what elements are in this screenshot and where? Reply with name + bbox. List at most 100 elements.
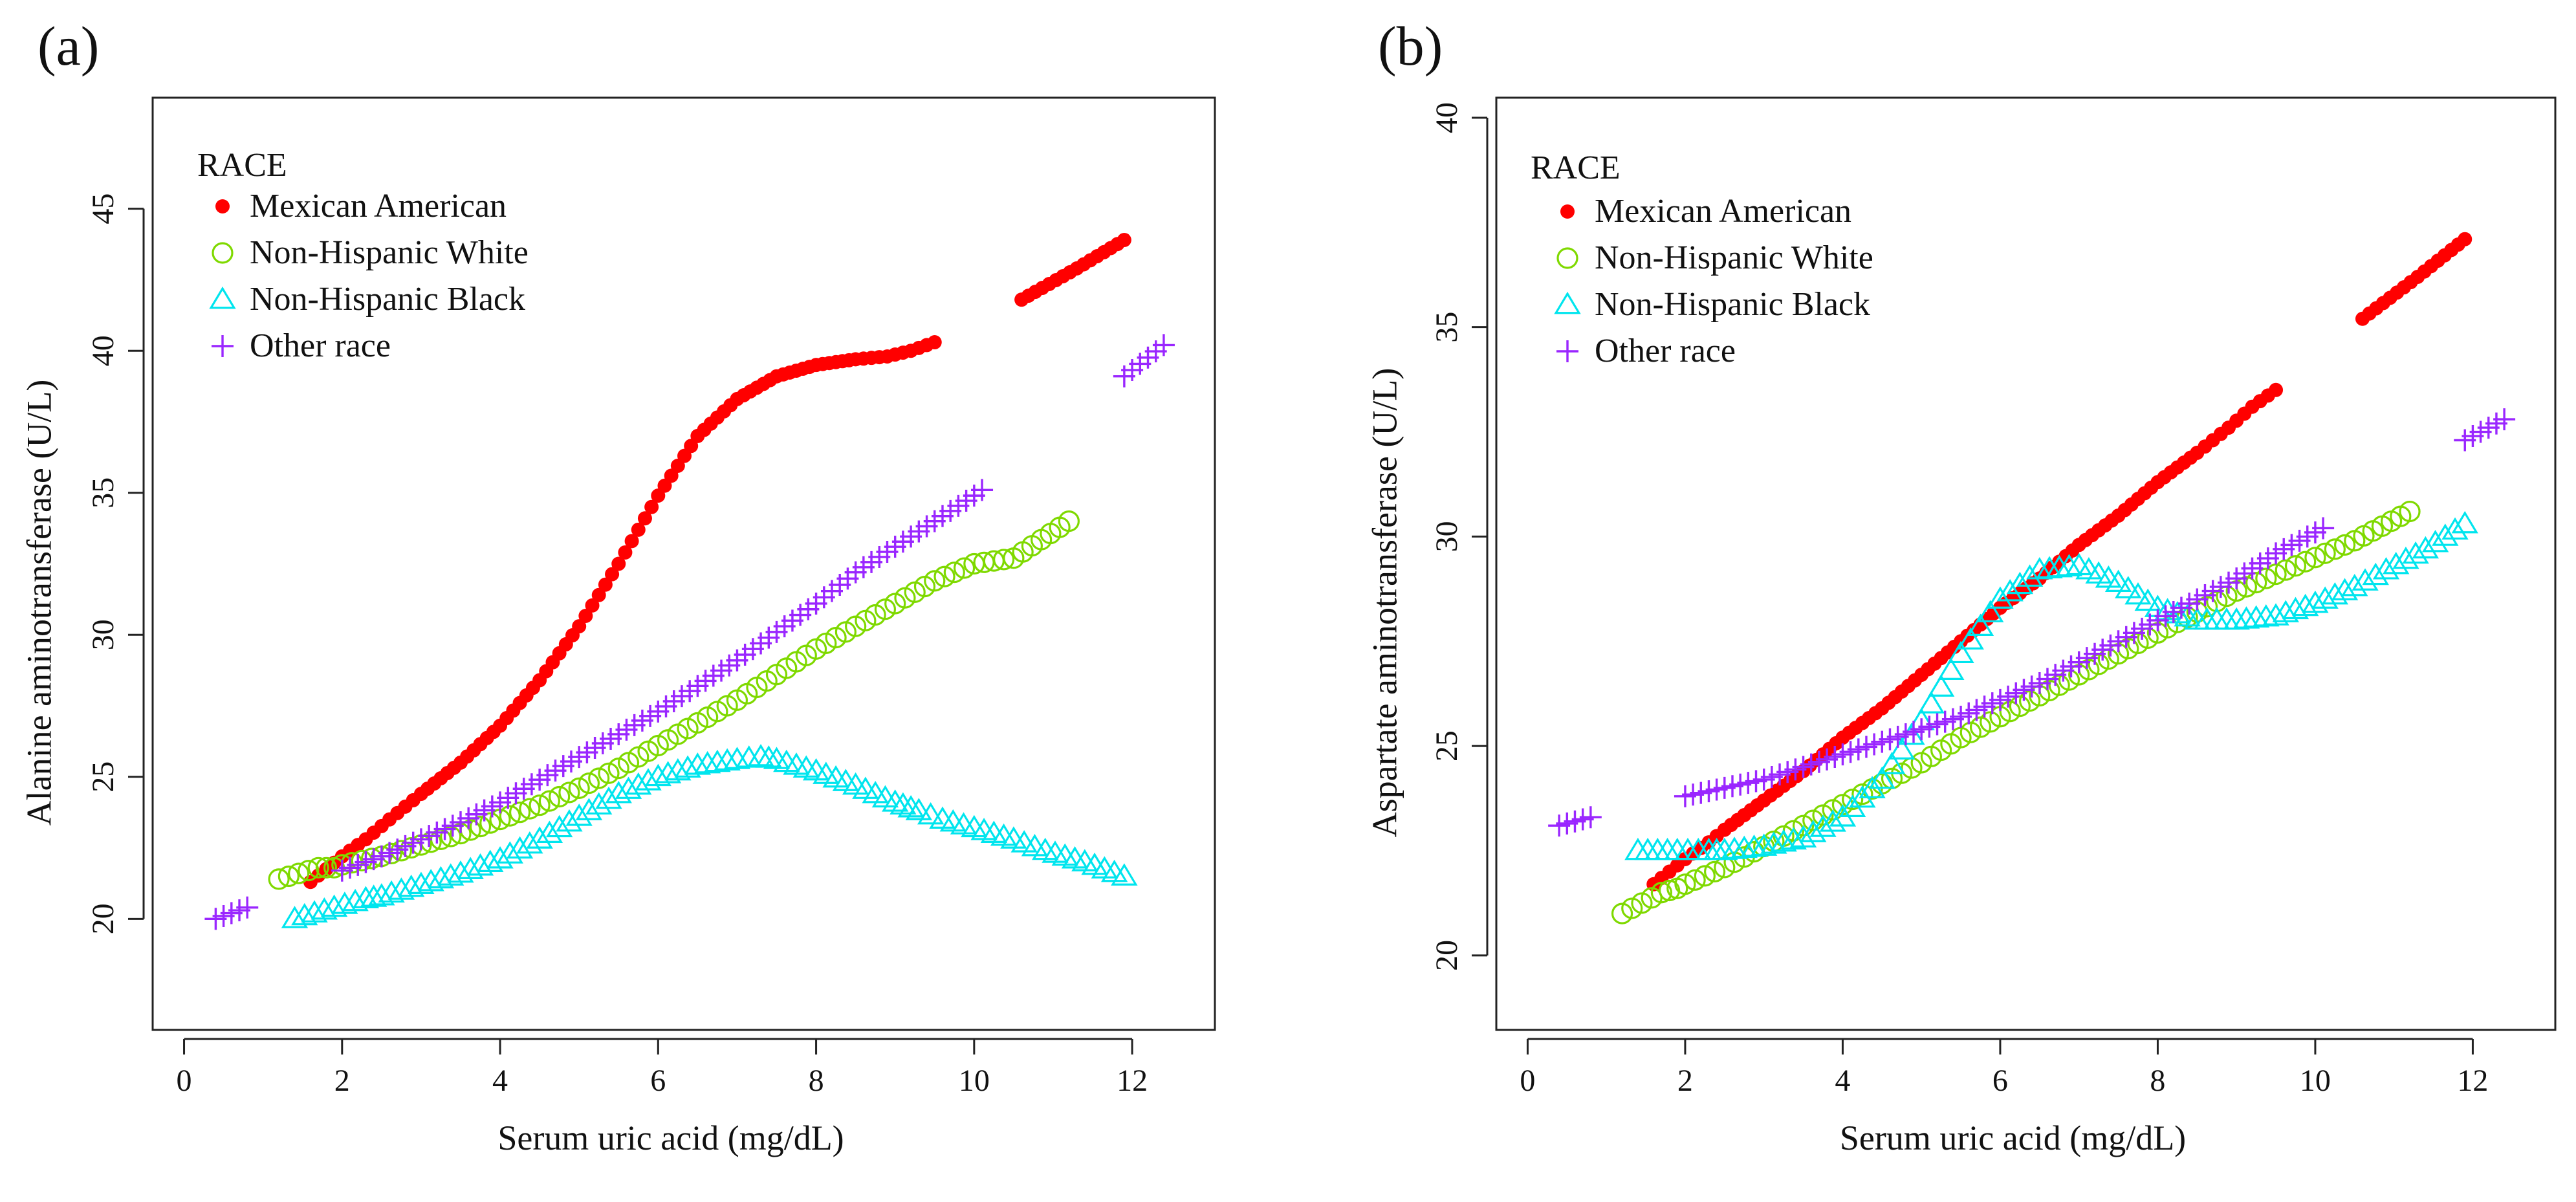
data-point bbox=[2292, 593, 2319, 617]
data-point bbox=[2284, 555, 2307, 577]
legend: RACE Mexican American Non-Hispanic White No… bbox=[197, 147, 529, 364]
data-point bbox=[625, 772, 652, 795]
data-point bbox=[549, 785, 571, 808]
data-point bbox=[1760, 831, 1787, 854]
chart-panel-1: (a) 0 2 4 6 8 10 12 Serum uric acid (mg/dL) 20 25 3… bbox=[19, 15, 1216, 1157]
data-point bbox=[342, 888, 369, 912]
plot-frame bbox=[151, 96, 1216, 1031]
data-point bbox=[2295, 551, 2317, 573]
data-point bbox=[469, 816, 492, 838]
data-point bbox=[1751, 833, 1778, 856]
series-non-hispanic-white bbox=[1611, 500, 2421, 924]
data-point bbox=[2352, 568, 2379, 591]
data-point bbox=[508, 802, 531, 824]
data-point bbox=[1674, 873, 1696, 895]
data-point bbox=[588, 767, 610, 789]
data-point bbox=[538, 790, 560, 812]
data-point bbox=[2321, 582, 2349, 605]
data-point bbox=[575, 798, 603, 820]
data-point bbox=[2009, 695, 2031, 717]
data-point bbox=[2262, 603, 2289, 626]
data-point bbox=[624, 534, 639, 549]
data-point bbox=[288, 862, 310, 884]
x-tick-label: 8 bbox=[2150, 1064, 2165, 1098]
x-tick-label: 0 bbox=[1520, 1064, 1535, 1098]
legend-marker bbox=[1554, 291, 1581, 314]
data-point bbox=[598, 762, 620, 784]
data-point bbox=[331, 891, 358, 914]
y-tick-label: 30 bbox=[1430, 521, 1464, 552]
data-point bbox=[556, 809, 583, 832]
series-other-race bbox=[1548, 408, 2516, 837]
data-point bbox=[529, 794, 551, 816]
data-point bbox=[2026, 557, 2053, 580]
data-point bbox=[1789, 825, 1817, 847]
data-point bbox=[2255, 567, 2277, 589]
data-point bbox=[635, 768, 662, 791]
data-point bbox=[1812, 804, 1834, 826]
data-point bbox=[637, 511, 652, 526]
y-tick-label: 30 bbox=[86, 619, 120, 650]
data-point bbox=[631, 522, 646, 537]
data-point bbox=[1842, 789, 1864, 811]
data-point bbox=[2275, 559, 2297, 581]
data-point bbox=[611, 556, 626, 571]
series-non-hispanic-black bbox=[1624, 510, 2478, 860]
data-point bbox=[2493, 408, 2516, 431]
data-point bbox=[1977, 600, 2004, 622]
legend-marker bbox=[212, 335, 234, 357]
data-point bbox=[2265, 563, 2287, 585]
data-point bbox=[933, 565, 955, 587]
data-point bbox=[704, 749, 731, 772]
data-point bbox=[572, 619, 587, 634]
data-point bbox=[591, 587, 606, 602]
data-point bbox=[378, 880, 405, 903]
y-axis-label: Alanine aminotransferase (U/L) bbox=[19, 380, 58, 826]
data-point bbox=[605, 781, 632, 803]
data-point bbox=[387, 877, 415, 900]
data-point bbox=[2046, 554, 2073, 578]
x-tick-label: 12 bbox=[1117, 1064, 1148, 1098]
legend-entry: Mexican American bbox=[1595, 193, 1851, 230]
data-point bbox=[598, 577, 613, 592]
data-point bbox=[278, 865, 300, 888]
data-point bbox=[565, 803, 593, 826]
data-point bbox=[1878, 752, 1906, 774]
data-point bbox=[320, 894, 348, 917]
x-axis-label: Serum uric acid (mg/dL) bbox=[1840, 1119, 2186, 1157]
data-point bbox=[506, 836, 534, 859]
data-point bbox=[536, 820, 563, 843]
y-tick-label: 25 bbox=[86, 761, 120, 792]
legend-entry: Non-Hispanic White bbox=[250, 234, 529, 271]
data-point bbox=[1959, 721, 1981, 743]
data-point bbox=[1684, 869, 1706, 891]
data-point bbox=[618, 545, 633, 560]
data-point bbox=[368, 883, 395, 906]
legend-entry: Other race bbox=[250, 327, 391, 364]
data-point bbox=[585, 792, 613, 815]
data-point bbox=[993, 549, 1015, 571]
data-point bbox=[578, 772, 600, 794]
data-point bbox=[605, 567, 620, 582]
data-point bbox=[2372, 557, 2400, 580]
data-point bbox=[2314, 542, 2336, 564]
series-other-race bbox=[204, 334, 1175, 930]
data-point bbox=[1621, 897, 1643, 919]
data-point bbox=[2324, 538, 2346, 560]
data-point bbox=[585, 598, 600, 613]
data-point bbox=[714, 748, 741, 770]
data-point bbox=[2451, 510, 2478, 534]
data-point bbox=[1152, 334, 1175, 356]
series-non-hispanic-white bbox=[268, 510, 1080, 890]
data-point bbox=[2362, 562, 2389, 585]
legend-marker bbox=[1556, 247, 1578, 269]
data-point bbox=[644, 763, 671, 787]
legend: RACE Mexican American Non-Hispanic White No… bbox=[1531, 149, 1873, 369]
data-point bbox=[953, 557, 976, 579]
x-tick-label: 4 bbox=[1835, 1064, 1850, 1098]
legend-marker bbox=[209, 286, 236, 309]
series-non-hispanic-black bbox=[281, 743, 1138, 928]
data-point bbox=[1967, 613, 1994, 636]
panel-label: (b) bbox=[1378, 15, 1443, 77]
